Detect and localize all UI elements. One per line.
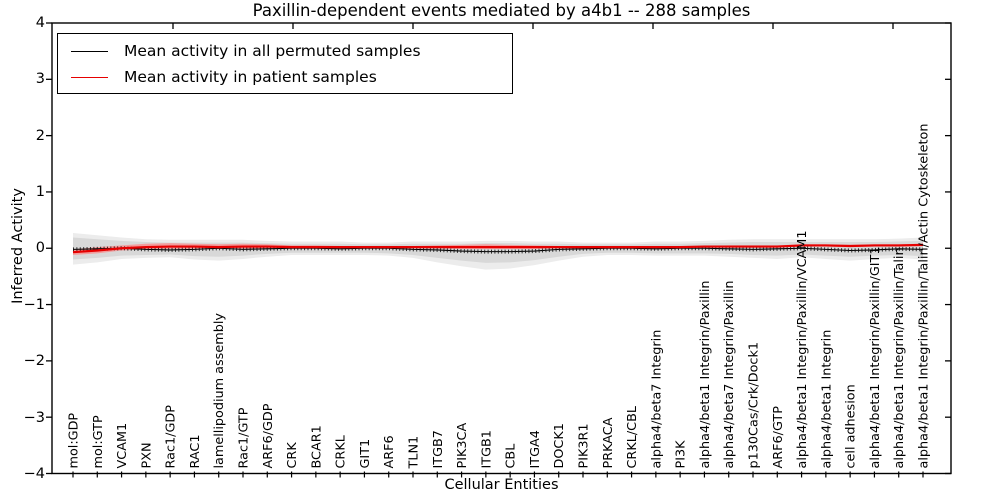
y-tick-label: −1 bbox=[23, 297, 45, 313]
x-category-label: GIT1 bbox=[358, 439, 373, 469]
x-category-label: ARF6/GTP bbox=[771, 406, 786, 469]
x-category-label: Rac1/GDP bbox=[164, 405, 179, 469]
x-category-label: TLN1 bbox=[407, 436, 422, 470]
x-category-label: BCAR1 bbox=[309, 425, 324, 468]
chart-title: Paxillin-dependent events mediated by a4… bbox=[252, 1, 751, 20]
x-category-label: alpha4/beta1 Integrin/Paxillin/GIT1 bbox=[868, 247, 883, 469]
legend-item-permuted: Mean activity in all permuted samples bbox=[58, 39, 421, 63]
legend-line-sample-black bbox=[71, 50, 108, 52]
y-tick-label: −4 bbox=[23, 466, 45, 482]
x-category-label: PXN bbox=[139, 442, 154, 468]
x-category-label: alpha4/beta1 Integrin/Paxillin/VCAM1 bbox=[795, 231, 810, 469]
x-category-label: CBL bbox=[504, 443, 519, 469]
x-category-label: DOCK1 bbox=[552, 423, 567, 468]
x-category-label: lamellipodium assembly bbox=[212, 313, 227, 469]
y-tick-label: 0 bbox=[35, 240, 45, 256]
y-tick-label: −3 bbox=[23, 410, 45, 426]
x-category-label: alpha4/beta1 Integrin bbox=[819, 330, 834, 469]
x-category-label: Rac1/GTP bbox=[237, 407, 252, 468]
legend-label: Mean activity in all permuted samples bbox=[124, 42, 421, 60]
y-tick-label: 1 bbox=[35, 184, 45, 200]
x-category-label: CRK bbox=[285, 442, 300, 469]
x-axis-label: Cellular Entities bbox=[444, 477, 559, 493]
x-category-label: CRKL/CBL bbox=[625, 405, 640, 468]
x-category-label: p130Cas/Crk/Dock1 bbox=[747, 342, 762, 469]
x-category-label: PRKACA bbox=[601, 417, 616, 468]
y-tick-label: 3 bbox=[35, 71, 45, 87]
x-category-label: mol:GDP bbox=[67, 413, 82, 469]
x-category-label: ITGA4 bbox=[528, 430, 543, 468]
legend-item-patient: Mean activity in patient samples bbox=[58, 65, 377, 89]
y-tick-label: 4 bbox=[35, 15, 45, 31]
x-category-label: PI3K bbox=[674, 440, 689, 469]
x-category-label: PIK3R1 bbox=[577, 423, 592, 468]
x-category-label: ARF6/GDP bbox=[261, 403, 276, 468]
legend-box: Mean activity in all permuted samples Me… bbox=[57, 33, 513, 94]
legend-line-sample-red bbox=[71, 76, 108, 78]
x-category-label: RAC1 bbox=[188, 435, 203, 469]
x-category-label: ITGB1 bbox=[479, 430, 494, 468]
x-category-label: alpha4/beta1 Integrin/Paxillin/Talin/Act… bbox=[917, 124, 932, 469]
y-tick-label: 2 bbox=[35, 128, 45, 144]
x-category-label: PIK3CA bbox=[455, 423, 470, 469]
x-category-label: ARF6 bbox=[382, 435, 397, 468]
patient-mean-line bbox=[72, 243, 924, 254]
legend-label: Mean activity in patient samples bbox=[124, 68, 377, 86]
y-tick-label: −2 bbox=[23, 353, 45, 369]
permuted-mean-markers bbox=[72, 246, 924, 254]
x-category-label: alpha4/beta1 Integrin/Paxillin bbox=[698, 280, 713, 468]
x-category-label: cell adhesion bbox=[844, 384, 859, 468]
x-category-label: VCAM1 bbox=[115, 423, 130, 469]
x-category-label: alpha4/beta1 Integrin/Paxillin/Talin bbox=[892, 247, 907, 468]
x-category-label: mol:GTP bbox=[91, 415, 106, 468]
x-category-label: alpha4/beta7 Integrin/Paxillin bbox=[722, 280, 737, 468]
x-category-label: ITGB7 bbox=[431, 430, 446, 468]
x-category-label: alpha4/beta7 Integrin bbox=[649, 330, 664, 469]
x-category-label: CRKL bbox=[334, 434, 349, 468]
